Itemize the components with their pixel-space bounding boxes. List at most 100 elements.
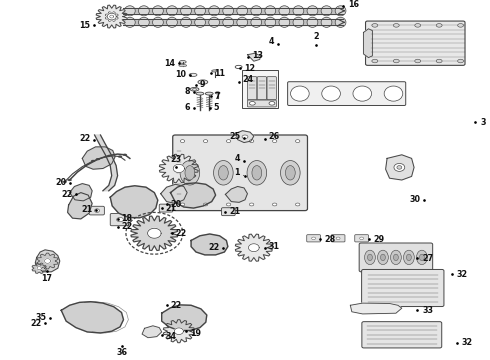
Ellipse shape xyxy=(190,87,199,91)
Polygon shape xyxy=(37,253,58,269)
Polygon shape xyxy=(235,234,272,261)
Text: 22: 22 xyxy=(208,243,220,252)
Ellipse shape xyxy=(167,6,177,16)
Polygon shape xyxy=(122,8,343,14)
Ellipse shape xyxy=(312,237,316,240)
FancyBboxPatch shape xyxy=(331,235,345,242)
Ellipse shape xyxy=(307,6,318,16)
Polygon shape xyxy=(163,320,195,343)
Ellipse shape xyxy=(247,161,267,185)
FancyBboxPatch shape xyxy=(172,135,308,211)
Text: 24: 24 xyxy=(243,76,254,85)
Polygon shape xyxy=(162,305,207,330)
Text: 33: 33 xyxy=(422,306,433,315)
Ellipse shape xyxy=(307,17,318,27)
Polygon shape xyxy=(107,13,116,20)
Ellipse shape xyxy=(336,237,340,240)
Polygon shape xyxy=(236,131,254,143)
FancyBboxPatch shape xyxy=(89,206,104,215)
Ellipse shape xyxy=(404,250,415,265)
Text: 25: 25 xyxy=(229,132,240,140)
Polygon shape xyxy=(110,186,158,218)
Text: 21: 21 xyxy=(166,203,177,212)
Ellipse shape xyxy=(124,6,135,16)
Text: 19: 19 xyxy=(190,328,201,338)
Polygon shape xyxy=(95,135,118,191)
Text: 36: 36 xyxy=(116,348,127,357)
Text: 22: 22 xyxy=(175,229,187,238)
Ellipse shape xyxy=(393,23,399,27)
Polygon shape xyxy=(37,267,41,270)
Polygon shape xyxy=(61,302,123,333)
FancyBboxPatch shape xyxy=(362,322,442,348)
Ellipse shape xyxy=(63,181,67,183)
Ellipse shape xyxy=(416,250,427,265)
Ellipse shape xyxy=(152,17,163,27)
Text: 22: 22 xyxy=(79,134,91,143)
Text: 17: 17 xyxy=(41,274,52,283)
Ellipse shape xyxy=(249,203,254,206)
Ellipse shape xyxy=(293,6,304,16)
Text: 6: 6 xyxy=(185,104,190,112)
Ellipse shape xyxy=(117,217,123,222)
FancyBboxPatch shape xyxy=(110,213,129,226)
Ellipse shape xyxy=(237,17,247,27)
Polygon shape xyxy=(45,259,50,263)
Ellipse shape xyxy=(198,80,208,84)
Polygon shape xyxy=(147,228,161,238)
Ellipse shape xyxy=(372,23,378,27)
Text: 20: 20 xyxy=(55,178,66,187)
Ellipse shape xyxy=(295,203,300,206)
FancyBboxPatch shape xyxy=(242,70,278,108)
Ellipse shape xyxy=(209,17,220,27)
Ellipse shape xyxy=(91,160,95,162)
Text: 7: 7 xyxy=(215,92,220,101)
Polygon shape xyxy=(225,186,247,202)
Ellipse shape xyxy=(95,209,99,212)
Ellipse shape xyxy=(321,17,332,27)
Ellipse shape xyxy=(205,92,213,95)
Ellipse shape xyxy=(335,17,346,27)
Text: 26: 26 xyxy=(269,132,280,141)
Ellipse shape xyxy=(196,92,204,95)
Ellipse shape xyxy=(269,102,275,105)
Ellipse shape xyxy=(436,59,442,63)
Ellipse shape xyxy=(249,140,254,143)
Ellipse shape xyxy=(226,203,231,206)
Text: 23: 23 xyxy=(171,155,182,164)
Ellipse shape xyxy=(415,59,420,63)
Ellipse shape xyxy=(214,161,233,185)
Text: 5: 5 xyxy=(214,104,219,112)
Ellipse shape xyxy=(249,102,255,105)
Ellipse shape xyxy=(118,156,122,158)
Ellipse shape xyxy=(458,23,464,27)
Polygon shape xyxy=(173,164,185,173)
Ellipse shape xyxy=(203,203,208,206)
Polygon shape xyxy=(96,5,127,28)
Ellipse shape xyxy=(280,161,300,185)
Ellipse shape xyxy=(365,250,375,265)
FancyBboxPatch shape xyxy=(257,77,267,100)
Ellipse shape xyxy=(179,64,187,67)
Ellipse shape xyxy=(124,17,135,27)
Ellipse shape xyxy=(237,6,247,16)
Polygon shape xyxy=(248,244,259,252)
Text: 10: 10 xyxy=(175,71,186,79)
Text: 22: 22 xyxy=(61,190,73,199)
Ellipse shape xyxy=(96,158,100,160)
Text: 2: 2 xyxy=(313,32,319,41)
Ellipse shape xyxy=(272,203,277,206)
Text: 31: 31 xyxy=(269,242,279,251)
Text: 11: 11 xyxy=(215,68,225,77)
Ellipse shape xyxy=(179,60,186,63)
Ellipse shape xyxy=(203,140,208,143)
Ellipse shape xyxy=(219,166,228,180)
Ellipse shape xyxy=(181,17,192,27)
Ellipse shape xyxy=(285,166,295,180)
Text: 18: 18 xyxy=(122,214,133,223)
FancyBboxPatch shape xyxy=(159,204,173,212)
Text: 32: 32 xyxy=(462,338,473,347)
Text: 1: 1 xyxy=(235,168,240,177)
Text: 30: 30 xyxy=(410,195,420,204)
Ellipse shape xyxy=(251,17,262,27)
